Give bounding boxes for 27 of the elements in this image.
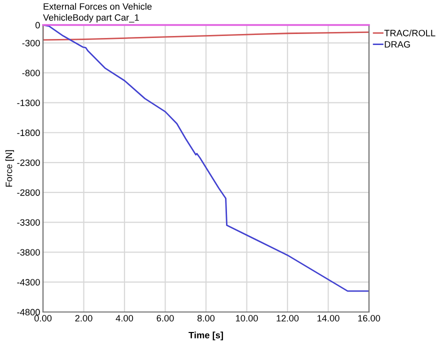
y-tick-label: -300 — [22, 40, 40, 46]
x-tick-label: 6.00 — [156, 315, 174, 322]
legend-label: DRAG — [384, 41, 410, 48]
y-tick-label: -1800 — [17, 130, 40, 136]
y-tick-label: -3800 — [17, 249, 40, 256]
y-tick-label: -4300 — [17, 279, 40, 286]
x-tick-label: 14.00 — [317, 315, 340, 322]
y-tick-label: -2300 — [17, 159, 40, 166]
x-tick-label: 10.00 — [236, 315, 258, 322]
x-tick-label: 8.00 — [197, 315, 215, 322]
y-tick-label: -800 — [22, 70, 40, 76]
line-series — [43, 25, 369, 292]
y-tick-label: 0 — [35, 22, 40, 28]
chart-title: External Forces on Vehicle — [44, 3, 152, 10]
legend-label: TRAC/ROLL — [384, 30, 436, 36]
y-axis-title: Force [N] — [5, 150, 14, 187]
y-tick-label: -3300 — [17, 219, 40, 226]
y-tick-label: -2800 — [17, 189, 40, 196]
x-tick-label: 12.00 — [276, 315, 299, 322]
x-tick-label: 4.00 — [116, 315, 134, 322]
x-tick-label: 2.00 — [75, 315, 92, 322]
x-tick-label: 0.00 — [34, 315, 52, 322]
y-tick-label: -4800 — [17, 308, 40, 316]
x-tick-label: 16.00 — [358, 315, 380, 322]
chart-subtitle: VehicleBody part Car_1 — [43, 14, 139, 23]
y-tick-label: -1300 — [17, 100, 40, 106]
x-axis-title: Time [s] — [188, 332, 223, 340]
